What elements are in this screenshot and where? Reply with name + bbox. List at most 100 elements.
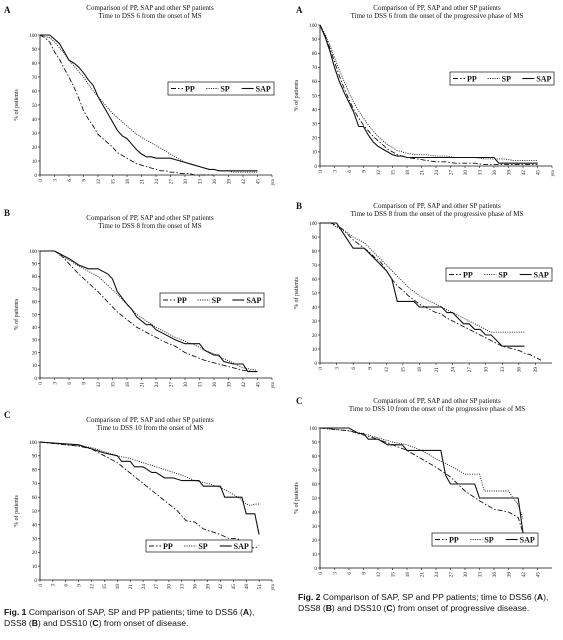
y-tick-label: 60 xyxy=(312,482,318,488)
y-tick-label: 20 xyxy=(32,145,38,151)
x-tick-label: yrs xyxy=(550,170,556,176)
series-line-sp xyxy=(39,441,260,506)
y-tick-label: 50 xyxy=(312,291,318,297)
x-tick-label: 33 xyxy=(197,179,203,185)
y-tick-label: 10 xyxy=(312,347,318,353)
y-tick-label: 100 xyxy=(29,249,37,255)
chart-title: Comparison of PP, SAP and other SP patie… xyxy=(86,416,214,424)
x-tick-label: 36 xyxy=(492,170,498,176)
y-tick-label: 60 xyxy=(32,300,38,306)
x-tick-label: 30 xyxy=(167,584,173,590)
chart-fig1B: B Comparison of PP, SAP and other SP pati… xyxy=(4,208,276,388)
figure-2-caption: Fig. 2 Comparison of SAP, SP and PP pati… xyxy=(298,592,560,614)
y-tick-label: 90 xyxy=(32,454,38,460)
x-tick-label: 0 xyxy=(38,179,44,182)
x-tick-label: 27 xyxy=(448,170,454,176)
y-tick-label: 10 xyxy=(32,159,38,165)
x-tick-label: 6 xyxy=(67,179,73,182)
x-tick-label: 27 xyxy=(168,382,174,388)
x-tick-label: 0 xyxy=(318,367,324,370)
chart-fig1C: C Comparison of PP, SAP and other SP pati… xyxy=(4,410,276,590)
y-axis-label: % of patients xyxy=(13,495,20,527)
x-tick-label: 15 xyxy=(390,170,396,176)
x-tick-label: 6 xyxy=(347,170,353,173)
y-tick-label: 20 xyxy=(312,136,318,142)
x-tick-label: 27 xyxy=(467,367,473,373)
legend-label-sap: SAP xyxy=(536,75,551,84)
chart-subtitle: Time to DSS 8 from the onset of the prog… xyxy=(351,210,524,218)
y-tick-label: 70 xyxy=(312,468,318,474)
y-tick-label: 90 xyxy=(312,440,318,446)
fig1-caption-a: A xyxy=(242,607,250,617)
x-tick-label: 30 xyxy=(463,572,469,578)
fig1-caption-text4: ) from onset of disease. xyxy=(98,618,189,628)
x-tick-label: 39 xyxy=(226,382,232,388)
x-tick-label: 21 xyxy=(419,170,425,176)
y-tick-label: 20 xyxy=(312,538,318,544)
x-tick-label: 18 xyxy=(405,572,411,578)
x-tick-label: 42 xyxy=(241,382,247,388)
fig2-caption-c: C xyxy=(386,603,393,613)
x-tick-label: 24 xyxy=(154,382,160,388)
x-tick-label: 30 xyxy=(484,367,490,373)
chart-fig1A: A Comparison of PP, SAP and other SP pati… xyxy=(4,4,276,185)
fig2-caption-text3: ) and DSS10 ( xyxy=(331,603,387,613)
x-tick-label: 12 xyxy=(96,179,102,185)
series-line-pp xyxy=(39,34,214,176)
legend-box xyxy=(167,81,275,96)
y-tick-label: 80 xyxy=(312,51,318,57)
series-line-sap xyxy=(320,427,524,534)
x-tick-label: 3 xyxy=(332,170,338,173)
y-tick-label: 0 xyxy=(34,173,37,179)
fig1-caption-text2: ), DSS8 ( xyxy=(4,607,255,628)
x-tick-label: 6 xyxy=(351,367,357,370)
series-line-pp xyxy=(320,222,542,361)
legend-label-pp: PP xyxy=(163,542,173,551)
x-tick-label: 24 xyxy=(141,584,147,590)
legend-label-sap: SAP xyxy=(534,271,549,280)
chart-subtitle: Time to DSS 8 from the onset of MS xyxy=(98,222,201,230)
y-tick-label: 0 xyxy=(314,361,317,367)
x-tick-label: 3 xyxy=(332,572,338,575)
legend-label-pp: PP xyxy=(449,536,459,545)
x-tick-label: 21 xyxy=(128,584,134,590)
x-tick-label: 12 xyxy=(384,367,390,373)
series-line-pp xyxy=(319,427,524,534)
x-tick-label: 3 xyxy=(51,584,57,587)
y-tick-label: 40 xyxy=(32,523,38,529)
x-tick-label: 36 xyxy=(212,179,218,185)
y-tick-label: 20 xyxy=(32,350,38,356)
x-tick-label: 0 xyxy=(318,170,324,173)
x-tick-label: 24 xyxy=(154,179,160,185)
x-tick-label: 12 xyxy=(96,382,102,388)
y-tick-label: 70 xyxy=(312,263,318,269)
panel-letter: C xyxy=(4,410,11,420)
x-tick-label: 15 xyxy=(102,584,108,590)
legend-box xyxy=(445,267,553,282)
legend-label-sap: SAP xyxy=(520,536,535,545)
series-line-pp xyxy=(319,24,538,166)
x-tick-label: 0 xyxy=(38,382,44,385)
x-tick-label: 9 xyxy=(76,584,82,587)
chart-title: Comparison of PP, SAP and other SP patie… xyxy=(373,202,501,210)
y-tick-label: 10 xyxy=(32,564,38,570)
chart-title: Comparison of PP, SAP and other SP patie… xyxy=(86,214,214,222)
fig1-caption-text1: Comparison of SAP, SP and PP patients; t… xyxy=(26,607,243,617)
x-tick-label: 9 xyxy=(361,170,367,173)
x-tick-label: 0 xyxy=(38,584,44,587)
chart-title: Comparison of PP, SAP and other SP patie… xyxy=(86,4,214,12)
x-tick-label: 15 xyxy=(390,572,396,578)
y-tick-label: 80 xyxy=(32,274,38,280)
x-tick-label: 33 xyxy=(180,584,186,590)
x-tick-label: 45 xyxy=(535,572,541,578)
series-line-sp xyxy=(319,427,524,520)
legend-box xyxy=(145,539,253,553)
x-tick-label: 18 xyxy=(405,170,411,176)
y-tick-label: 0 xyxy=(34,578,37,584)
y-tick-label: 70 xyxy=(312,65,318,71)
series-line-pp xyxy=(40,250,258,373)
legend-label-sap: SAP xyxy=(256,85,271,94)
x-tick-label: 15 xyxy=(110,179,116,185)
series-line-sp xyxy=(40,250,258,371)
x-tick-label: 33 xyxy=(477,572,483,578)
